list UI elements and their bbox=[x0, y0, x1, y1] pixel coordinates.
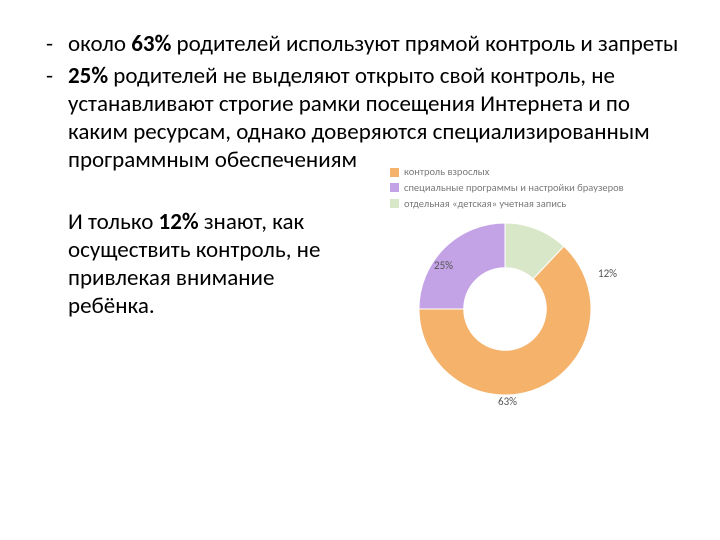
slide-content: около 63% родителей используют прямой ко… bbox=[0, 0, 720, 407]
bullet-prefix: около bbox=[68, 30, 131, 58]
bullet-item: около 63% родителей используют прямой ко… bbox=[40, 30, 680, 58]
legend-label: контроль взрослых bbox=[404, 164, 489, 180]
legend-swatch bbox=[390, 168, 399, 177]
legend-swatch bbox=[390, 199, 399, 208]
donut-svg bbox=[380, 217, 630, 407]
donut-chart: контроль взрослых специальные программы … bbox=[350, 164, 680, 407]
slice-label: 12% bbox=[598, 267, 617, 280]
legend-row: отдельная «детская» учетная запись bbox=[390, 196, 680, 212]
slice-label: 63% bbox=[498, 395, 517, 408]
bullet-rest: родителей используют прямой контроль и з… bbox=[171, 30, 678, 58]
legend-label: специальные программы и настройки браузе… bbox=[404, 180, 624, 196]
legend-row: специальные программы и настройки браузе… bbox=[390, 180, 680, 196]
lower-paragraph: И только 12% знают, как осуществить конт… bbox=[40, 208, 340, 320]
lower-strong: 12% bbox=[159, 208, 199, 236]
bullet-strong: 63% bbox=[131, 30, 171, 58]
legend-swatch bbox=[390, 183, 399, 192]
lower-prefix: И только bbox=[68, 208, 159, 236]
legend-label: отдельная «детская» учетная запись bbox=[404, 196, 566, 212]
bullet-rest: родителей не выделяют открыто свой контр… bbox=[68, 62, 650, 174]
lower-row: И только 12% знают, как осуществить конт… bbox=[40, 208, 680, 407]
bullet-item: 25% родителей не выделяют открыто свой к… bbox=[40, 62, 680, 174]
bullet-list: около 63% родителей используют прямой ко… bbox=[40, 30, 680, 174]
bullet-strong: 25% bbox=[68, 62, 108, 90]
slice-label: 25% bbox=[434, 259, 453, 272]
donut-wrap: 63% 12% 25% bbox=[380, 217, 630, 407]
chart-legend: контроль взрослых специальные программы … bbox=[390, 164, 680, 211]
legend-row: контроль взрослых bbox=[390, 164, 680, 180]
